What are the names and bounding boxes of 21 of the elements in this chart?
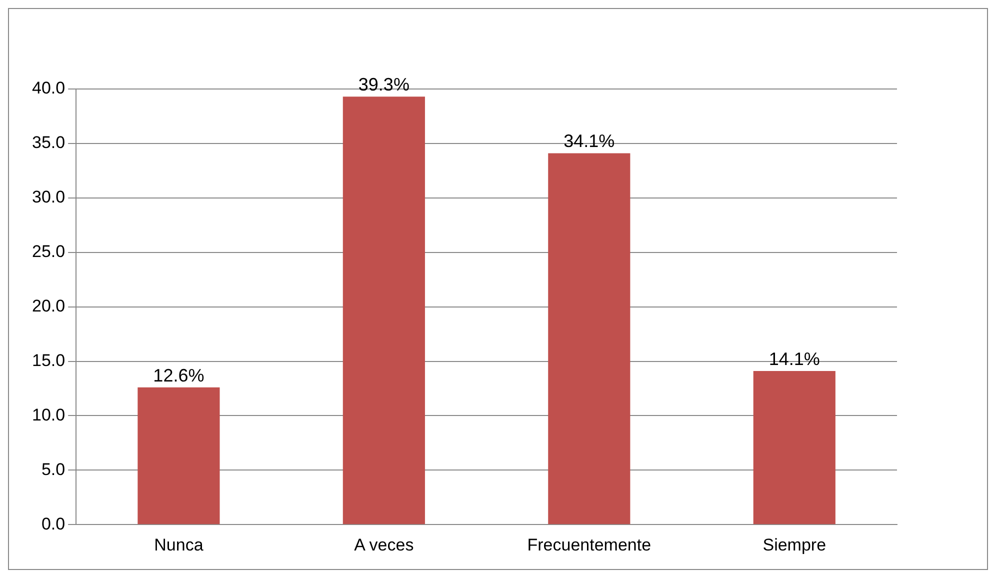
y-tick-label: 25.0 bbox=[32, 242, 66, 262]
y-tick-label: 0.0 bbox=[41, 514, 66, 534]
bar bbox=[138, 387, 220, 524]
data-label: 12.6% bbox=[153, 365, 204, 386]
x-tick-label: Frecuentemente bbox=[527, 535, 652, 554]
bar bbox=[342, 96, 425, 524]
data-label: 34.1% bbox=[564, 131, 615, 152]
y-tick-label: 30.0 bbox=[32, 188, 66, 207]
x-tick-label: A veces bbox=[354, 535, 414, 554]
data-label: 39.3% bbox=[358, 74, 410, 95]
x-tick-label: Nunca bbox=[154, 535, 204, 554]
x-tick-label: Siempre bbox=[762, 535, 826, 554]
y-tick-label: 20.0 bbox=[32, 296, 66, 316]
bar bbox=[753, 371, 836, 524]
y-tick-label: 35.0 bbox=[32, 133, 66, 152]
y-tick-label: 10.0 bbox=[32, 405, 66, 424]
y-tick-label: 40.0 bbox=[32, 78, 66, 98]
bar bbox=[548, 153, 630, 524]
y-tick-label: 5.0 bbox=[41, 460, 66, 479]
data-label: 14.1% bbox=[768, 349, 820, 370]
y-tick-label: 15.0 bbox=[32, 350, 66, 370]
